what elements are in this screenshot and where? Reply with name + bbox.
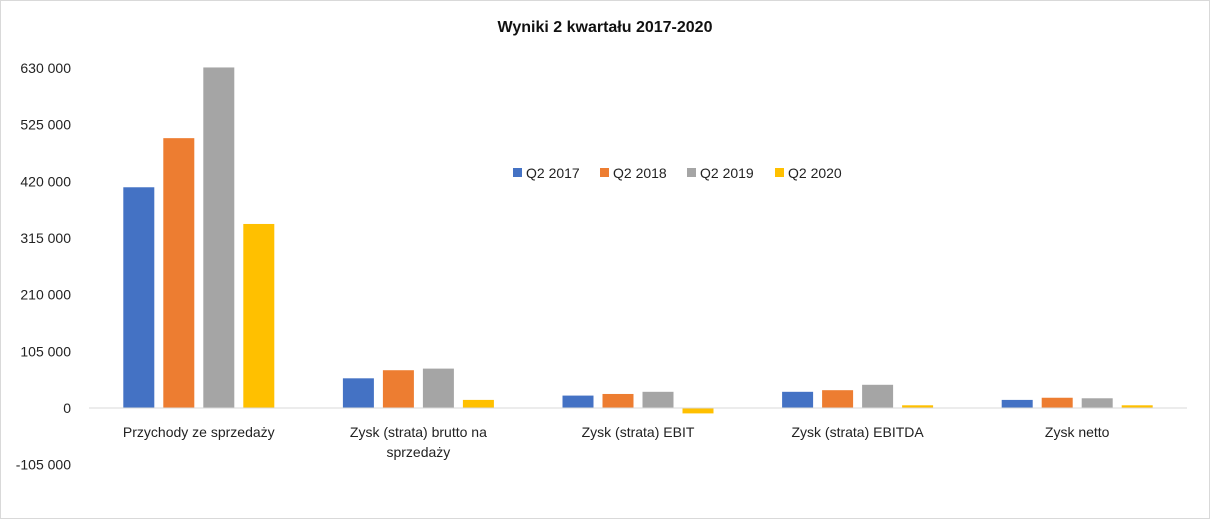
category-label: Zysk netto xyxy=(1045,424,1110,440)
category-label-line: Przychody ze sprzedaży xyxy=(123,424,275,440)
bar xyxy=(462,399,494,408)
y-tick-label: 0 xyxy=(63,400,71,416)
y-tick-label: 105 000 xyxy=(20,343,71,359)
category-label-line: Zysk (strata) EBIT xyxy=(582,424,695,440)
bar xyxy=(602,393,634,408)
bar xyxy=(243,223,275,408)
category-label-line: Zysk (strata) brutto na xyxy=(350,424,487,440)
bar xyxy=(782,391,814,408)
legend-item: Q2 2017 xyxy=(513,165,580,181)
category-labels: Przychody ze sprzedaży Zysk (strata) brut… xyxy=(123,424,1110,460)
bar xyxy=(1001,399,1033,408)
y-tick-label: 420 000 xyxy=(20,173,71,189)
bar xyxy=(1121,405,1153,408)
bar xyxy=(123,187,155,408)
bar xyxy=(382,370,414,408)
chart-title: Wyniki 2 kwartału 2017-2020 xyxy=(497,19,713,36)
legend-swatch xyxy=(600,168,609,177)
bar xyxy=(822,390,854,408)
legend-label: Q2 2018 xyxy=(613,165,667,181)
y-tick-label: 630 000 xyxy=(20,60,71,76)
bar xyxy=(682,408,714,414)
legend-swatch xyxy=(775,168,784,177)
legend-label: Q2 2020 xyxy=(788,165,842,181)
legend-swatch xyxy=(687,168,696,177)
bar xyxy=(422,368,454,408)
y-tick-label: 210 000 xyxy=(20,287,71,303)
legend-label: Q2 2017 xyxy=(526,165,580,181)
bar xyxy=(1081,398,1113,408)
bar xyxy=(862,384,894,408)
legend-swatch xyxy=(513,168,522,177)
bar xyxy=(562,395,594,408)
bar xyxy=(163,138,195,408)
legend-label: Q2 2019 xyxy=(700,165,754,181)
y-tick-label: 525 000 xyxy=(20,117,71,133)
category-label-line: Zysk netto xyxy=(1045,424,1110,440)
legend: Q2 2017 Q2 2018 Q2 2019 Q2 2020 xyxy=(513,165,842,181)
category-label: Zysk (strata) EBIT xyxy=(582,424,695,440)
legend-item: Q2 2018 xyxy=(600,165,667,181)
bars-group xyxy=(123,67,1153,414)
bar xyxy=(1041,397,1073,408)
category-label-line: Zysk (strata) EBITDA xyxy=(791,424,924,440)
bar xyxy=(342,378,374,408)
y-tick-label: 315 000 xyxy=(20,230,71,246)
bar xyxy=(203,67,235,408)
bar xyxy=(902,405,934,408)
category-label: Przychody ze sprzedaży xyxy=(123,424,275,440)
legend-item: Q2 2020 xyxy=(775,165,842,181)
y-axis-ticks: 630 000 525 000 420 000 315 000 210 000 105 0… xyxy=(16,60,71,473)
y-tick-label: -105 000 xyxy=(16,457,71,473)
bar xyxy=(642,391,674,408)
legend-item: Q2 2019 xyxy=(687,165,754,181)
category-label: Zysk (strata) brutto na sprzedaży xyxy=(350,424,487,460)
category-label: Zysk (strata) EBITDA xyxy=(791,424,924,440)
category-label-line: sprzedaży xyxy=(386,444,450,460)
